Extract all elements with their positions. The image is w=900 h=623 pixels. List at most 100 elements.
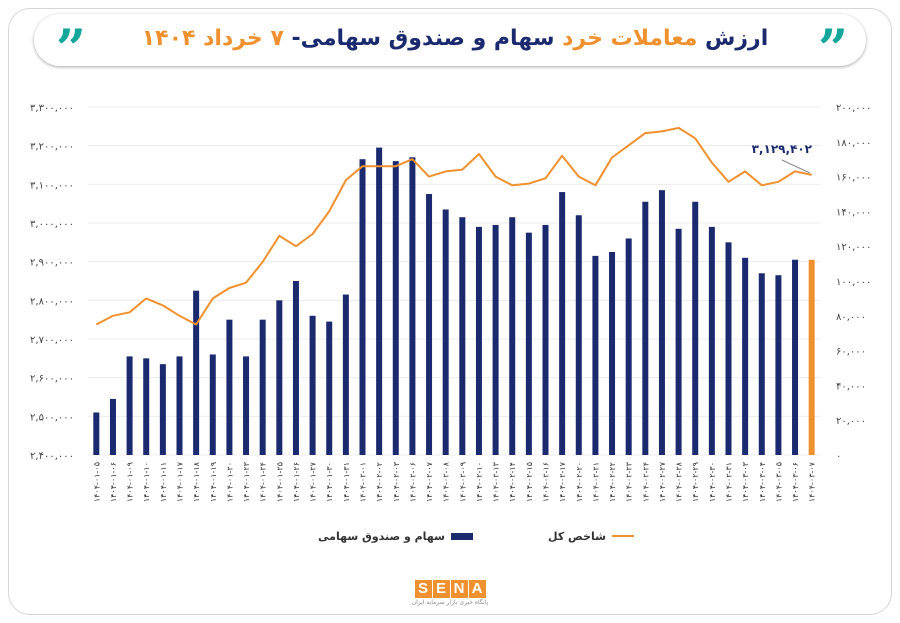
bar <box>243 356 250 455</box>
bar <box>642 201 649 455</box>
bar <box>193 290 200 455</box>
left-axis-tick-label: ۳,۲۰۰,۰۰۰ <box>30 142 74 153</box>
x-axis-tick-label: ۱۴۰۴-۰۲-۱۴ <box>508 462 517 502</box>
right-axis-tick-label: ۱۴۰,۰۰۰ <box>836 207 871 218</box>
right-axis-tick-label: ۰ <box>836 451 841 462</box>
page-title: ارزش معاملات خرد سهام و صندوق سهامی- ۷ خ… <box>124 26 786 51</box>
bar <box>459 217 466 455</box>
bar <box>109 398 116 455</box>
x-axis-tick-label: ۱۴۰۴-۰۲-۱۰ <box>475 462 484 502</box>
bar <box>426 194 433 455</box>
sena-logo: S E N A پایگاه خبری بازار سرمایه ایران <box>405 578 495 606</box>
right-axis-tick-label: ۲۰,۰۰۰ <box>836 416 866 427</box>
bar <box>708 226 715 455</box>
x-axis-tick-label: ۱۴۰۴-۰۲-۰۸ <box>442 461 451 502</box>
bar <box>758 273 765 455</box>
bar <box>542 224 549 455</box>
x-axis-tick-label: ۱۴۰۴-۰۱-۲۰ <box>225 462 234 502</box>
left-axis-tick-label: ۲,۹۰۰,۰۰۰ <box>30 258 74 269</box>
logo-subtitle: پایگاه خبری بازار سرمایه ایران <box>411 599 489 606</box>
left-axis-tick-label: ۲,۵۰۰,۰۰۰ <box>30 412 74 423</box>
bar <box>559 192 566 456</box>
x-axis-tick-label: ۱۴۰۴-۰۲-۰۶ <box>408 462 417 502</box>
title-part-2: معاملات خرد <box>562 26 698 51</box>
right-axis-tick-label: ۱۸۰,۰۰۰ <box>836 138 871 149</box>
bar <box>309 315 316 455</box>
title-banner: ” ارزش معاملات خرد سهام و صندوق سهامی- ۷… <box>34 14 866 76</box>
bar <box>692 201 699 455</box>
left-axis-tick-label: ۳,۰۰۰,۰۰۰ <box>30 219 74 230</box>
right-axis-tick-label: ۱۰۰,۰۰۰ <box>836 277 871 288</box>
bar <box>725 242 732 455</box>
logo-letters: S E N A <box>414 580 486 598</box>
x-axis-tick-label: ۱۴۰۴-۰۲-۳۱ <box>725 462 734 502</box>
bar <box>259 319 266 455</box>
x-axis-tick-label: ۱۴۰۴-۰۲-۲۸ <box>675 461 684 502</box>
bar <box>808 259 815 455</box>
x-axis-tick-label: ۱۴۰۴-۰۱-۲۵ <box>275 462 284 502</box>
bar <box>342 294 349 455</box>
x-axis-tick-label: ۱۴۰۴-۰۲-۰۷ <box>425 461 434 502</box>
x-axis-tick-label: ۱۴۰۴-۰۲-۱۳ <box>492 461 501 502</box>
legend-bar-series: سهام و صندوق سهامی <box>318 528 473 544</box>
quote-right-icon: ” <box>818 19 848 80</box>
bar <box>143 358 150 455</box>
right-axis-tick-label: ۲۰۰,۰۰۰ <box>836 103 871 114</box>
left-axis-tick-label: ۳,۱۰۰,۰۰۰ <box>30 180 74 191</box>
legend-line-swatch <box>611 535 634 537</box>
bar <box>509 217 516 455</box>
bar <box>592 255 599 455</box>
x-axis-tick-label: ۱۴۰۴-۰۳-۰۴ <box>758 462 767 502</box>
bar <box>575 215 582 455</box>
x-axis-tick-label: ۱۴۰۴-۰۱-۱۸ <box>192 461 201 502</box>
x-axis-tick-label: ۱۴۰۴-۰۱-۲۴ <box>259 462 268 502</box>
legend-bar-label: سهام و صندوق سهامی <box>318 529 445 543</box>
x-axis-tick-label: ۱۴۰۴-۰۲-۰۲ <box>375 462 384 502</box>
x-axis-tick-label: ۱۴۰۴-۰۲-۲۱ <box>591 462 600 502</box>
last-value-annotation: ۳,۱۲۹,۴۰۲ <box>752 142 813 156</box>
legend-line-label: شاخص کل <box>548 529 606 543</box>
bar <box>326 321 333 455</box>
x-axis-tick-label: ۱۴۰۴-۰۲-۰۳ <box>392 461 401 502</box>
x-axis-tick-label: ۱۴۰۴-۰۳-۰۷ <box>808 461 817 502</box>
bar <box>126 356 133 455</box>
x-axis-tick-label: ۱۴۰۴-۰۳-۰۵ <box>774 462 783 502</box>
x-axis-tick-label: ۱۴۰۴-۰۱-۳۰ <box>325 462 334 502</box>
title-part-4: ۷ خرداد ۱۴۰۴ <box>141 26 284 51</box>
bar <box>658 190 665 455</box>
x-axis-tick-label: ۱۴۰۴-۰۲-۲۴ <box>641 462 650 502</box>
x-axis-tick-label: ۱۴۰۴-۰۱-۰۵ <box>92 462 101 502</box>
logo-letter: N <box>450 580 468 598</box>
left-axis-tick-label: ۲,۴۰۰,۰۰۰ <box>30 451 74 462</box>
bar <box>675 228 682 455</box>
legend-bar-swatch <box>450 532 473 540</box>
x-axis-tick-label: ۱۴۰۴-۰۲-۱۷ <box>558 461 567 502</box>
logo-letter: S <box>414 580 432 598</box>
left-axis-tick-label: ۲,۷۰۰,۰۰۰ <box>30 335 74 346</box>
bar <box>292 281 299 455</box>
x-axis-tick-label: ۱۴۰۴-۰۱-۰۶ <box>109 462 118 502</box>
bar <box>159 364 166 455</box>
bar <box>226 319 233 455</box>
bar <box>209 354 216 455</box>
bar <box>525 232 532 455</box>
x-axis-tick-label: ۱۴۰۴-۰۲-۲۷ <box>658 461 667 502</box>
bar <box>392 161 399 455</box>
left-axis-tick-label: ۳,۳۰۰,۰۰۰ <box>30 103 74 114</box>
x-axis-tick-label: ۱۴۰۴-۰۲-۰۹ <box>458 462 467 502</box>
x-axis-tick-label: ۱۴۰۴-۰۱-۲۳ <box>242 461 251 502</box>
right-axis-tick-label: ۶۰,۰۰۰ <box>836 347 866 358</box>
bar <box>359 159 366 455</box>
x-axis-tick-label: ۱۴۰۴-۰۲-۱۵ <box>525 462 534 502</box>
x-axis-tick-label: ۱۴۰۴-۰۱-۲۶ <box>292 462 301 502</box>
x-axis-tick-label: ۱۴۰۴-۰۱-۱۷ <box>176 461 185 502</box>
annotation-leader <box>781 159 810 174</box>
x-axis-tick-label: ۱۴۰۴-۰۱-۲۷ <box>309 461 318 502</box>
logo-letter: E <box>432 580 450 598</box>
right-axis-tick-label: ۱۲۰,۰۰۰ <box>836 242 871 253</box>
bar <box>492 224 499 455</box>
bar <box>775 275 782 455</box>
right-axis-tick-label: ۸۰,۰۰۰ <box>836 312 866 323</box>
x-axis-tick-label: ۱۴۰۴-۰۱-۱۰ <box>142 462 151 502</box>
